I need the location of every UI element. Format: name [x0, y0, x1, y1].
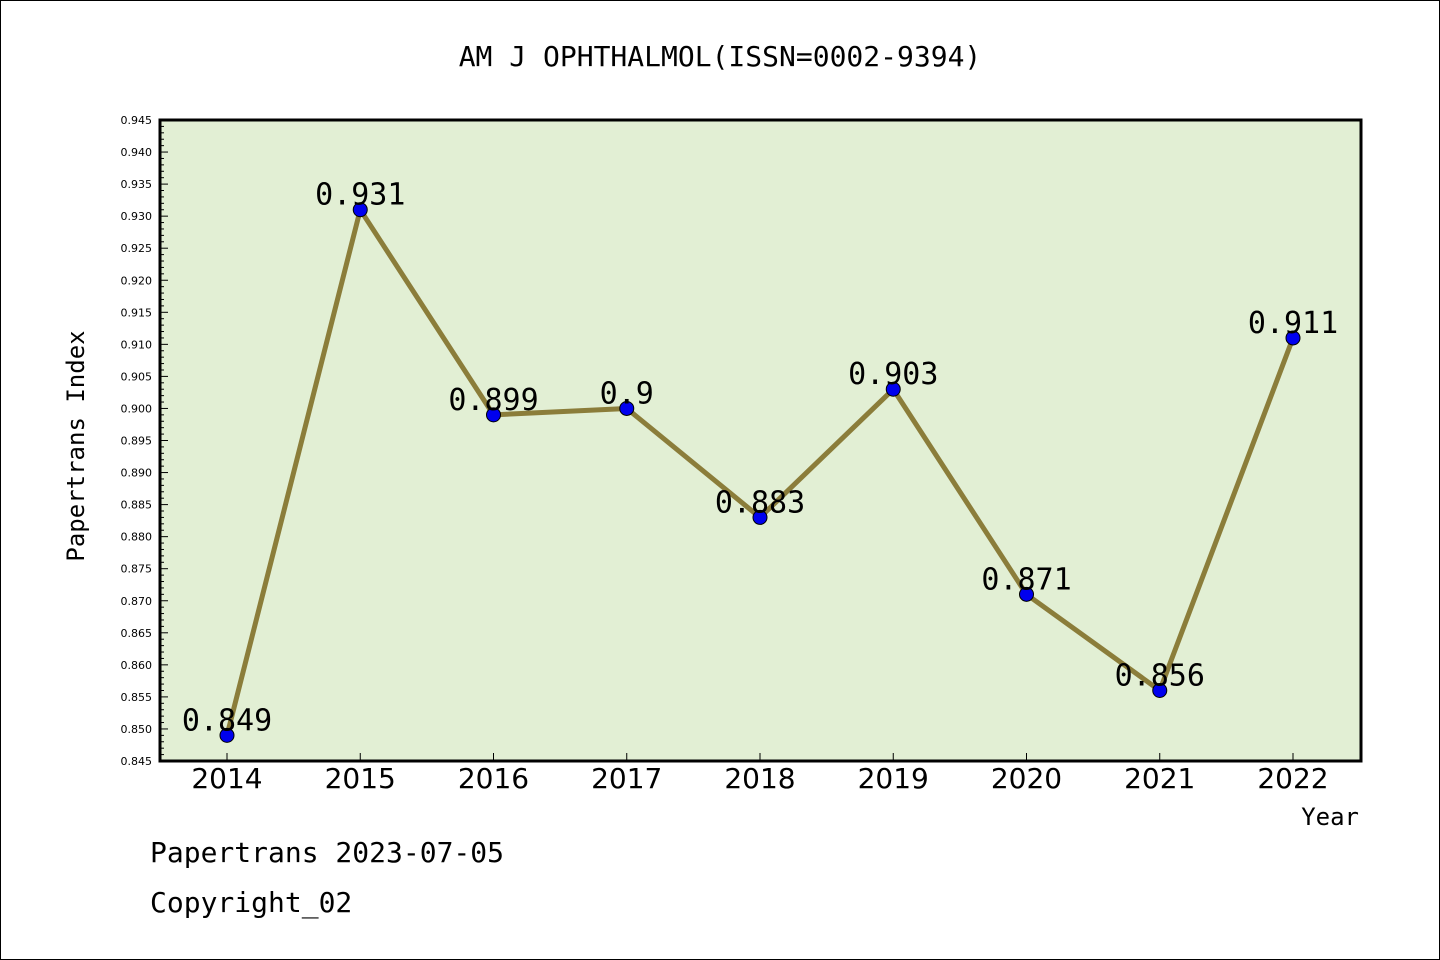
- x-tick-label: 2016: [458, 762, 529, 795]
- x-tick-label: 2021: [1124, 762, 1195, 795]
- data-point: [1019, 586, 1034, 602]
- y-tick-label: 0.930: [121, 210, 153, 223]
- x-axis-ticks: 2014 2015 2016 2017 2018 2019 2020 2021 2022: [191, 753, 1329, 795]
- y-tick-label: 0.935: [121, 178, 153, 191]
- footer-copyright: Copyright_02: [150, 886, 353, 919]
- y-tick-label: 0.915: [121, 306, 153, 319]
- data-label: 0.883: [715, 485, 805, 520]
- y-tick-label: 0.925: [121, 242, 153, 255]
- y-axis-ticks: 0.845 0.850 0.855 0.860 0.865 0.870 0.875 0.880…: [121, 114, 168, 768]
- y-tick-label: 0.940: [121, 146, 153, 159]
- data-label: 0.931: [315, 178, 405, 213]
- data-point: [352, 202, 368, 218]
- y-tick-label: 0.870: [121, 595, 153, 608]
- x-tick-label: 2019: [858, 762, 929, 795]
- y-tick-label: 0.850: [121, 723, 153, 736]
- y-tick-label: 0.885: [121, 499, 153, 512]
- x-tick-label: 2020: [991, 762, 1062, 795]
- data-label: 0.911: [1248, 306, 1338, 341]
- y-tick-label: 0.845: [121, 755, 153, 768]
- x-tick-label: 2018: [724, 762, 795, 795]
- x-tick-label: 2017: [591, 762, 662, 795]
- y-tick-label: 0.910: [121, 338, 153, 351]
- data-labels: 0.849 0.931 0.899 0.9 0.883 0.903 0.871 0.856 0.…: [182, 178, 1338, 739]
- y-tick-label: 0.920: [121, 274, 153, 287]
- data-markers: [219, 202, 1301, 743]
- y-axis-label: Papertrans Index: [62, 330, 90, 561]
- x-tick-label: 2022: [1257, 762, 1328, 795]
- y-tick-label: 0.880: [121, 531, 153, 544]
- data-label: 0.856: [1115, 658, 1205, 693]
- data-point: [1285, 330, 1301, 346]
- plot-area: [158, 118, 1363, 763]
- data-label: 0.9: [600, 376, 654, 411]
- x-tick-label: 2015: [325, 762, 396, 795]
- y-tick-label: 0.900: [121, 402, 153, 415]
- y-tick-label: 0.865: [121, 627, 153, 640]
- y-tick-label: 0.855: [121, 691, 153, 704]
- data-label: 0.899: [448, 383, 538, 418]
- data-point: [752, 509, 768, 525]
- y-tick-label: 0.890: [121, 467, 153, 480]
- y-tick-label: 0.875: [121, 563, 153, 576]
- data-label: 0.871: [981, 562, 1071, 597]
- data-point: [219, 727, 235, 743]
- chart-title: AM J OPHTHALMOL(ISSN=0002-9394): [459, 40, 982, 73]
- data-label: 0.849: [182, 703, 272, 738]
- x-tick-label: 2014: [191, 762, 262, 795]
- data-point: [486, 407, 501, 423]
- data-point: [1152, 682, 1168, 698]
- y-tick-label: 0.905: [121, 370, 153, 383]
- y-tick-label: 0.895: [121, 435, 153, 448]
- footer-date: Papertrans 2023-07-05: [150, 836, 505, 869]
- x-axis-label: Year: [1301, 803, 1359, 831]
- y-tick-label: 0.945: [121, 114, 153, 127]
- y-tick-label: 0.860: [121, 659, 153, 672]
- data-point: [885, 381, 901, 397]
- data-point: [619, 400, 635, 416]
- data-label: 0.903: [848, 357, 938, 392]
